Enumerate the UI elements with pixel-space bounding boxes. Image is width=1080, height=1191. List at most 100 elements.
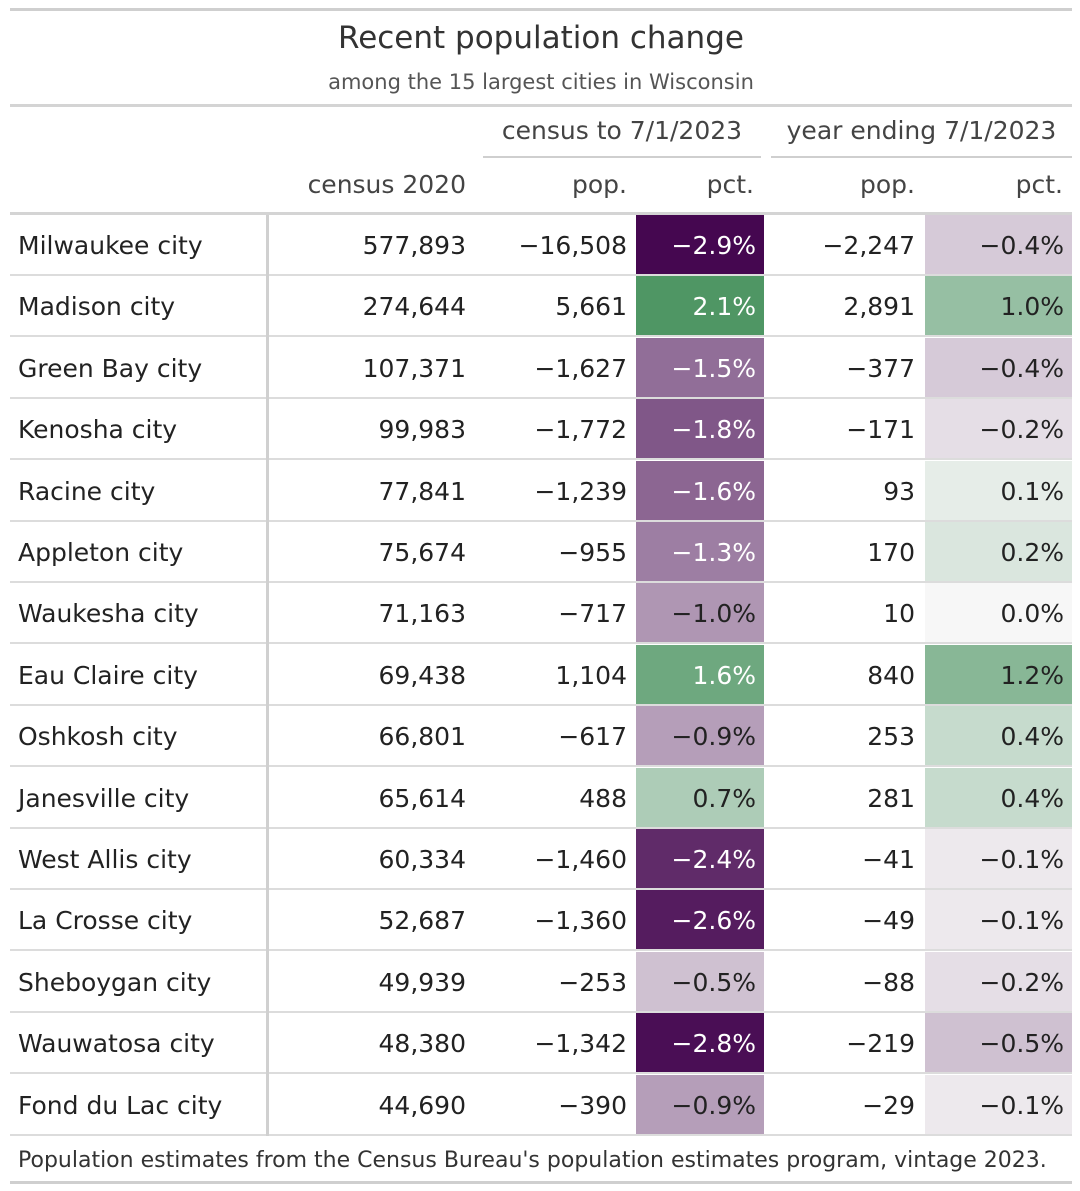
pop-change-year: −29 (862, 1090, 915, 1120)
city-name: Kenosha city (18, 415, 178, 445)
colhead-census-2020: census 2020 (307, 170, 466, 199)
pop-change-year: 2,891 (843, 292, 915, 322)
pct-change-year-fill (925, 522, 1072, 583)
pct-change-year: 0.4% (1000, 722, 1064, 752)
pct-change-year: 0.2% (1000, 538, 1064, 567)
pop-change-since-census: 1,104 (555, 660, 627, 690)
row-separator (10, 335, 1072, 338)
table-subtitle: among the 15 largest cities in Wisconsin (328, 70, 754, 94)
header-bottom-rule (10, 212, 1072, 215)
row-separator (10, 274, 1072, 276)
pct-change-year-fill (925, 767, 1072, 829)
table-row: La Crosse city 52,687 −1,360 −2.6% −49 −0.1% (10, 890, 1072, 952)
census-2020-value: 49,939 (378, 967, 466, 997)
city-name: Eau Claire city (18, 660, 198, 690)
pct-change-since-census-fill (636, 644, 764, 706)
pop-change-year: 840 (867, 660, 915, 690)
pct-change-year: −0.1% (979, 1090, 1064, 1120)
pct-change-since-census: −2.4% (671, 845, 756, 874)
pop-change-since-census: −390 (558, 1090, 627, 1120)
row-separator (10, 765, 1072, 768)
census-2020-value: 52,687 (378, 906, 466, 936)
pct-change-since-census: −2.8% (671, 1029, 756, 1059)
pct-change-year-fill (925, 890, 1072, 952)
bottom-rule (10, 1181, 1072, 1184)
pop-change-since-census: 488 (579, 783, 627, 813)
city-name: Green Bay city (18, 353, 203, 383)
pct-change-year-fill (925, 706, 1072, 768)
pct-change-since-census-fill (636, 1013, 764, 1075)
pct-change-since-census-fill (636, 829, 764, 890)
pop-change-year: 10 (883, 599, 915, 629)
pop-change-since-census: −1,460 (534, 845, 627, 874)
pct-change-since-census-fill (636, 460, 764, 522)
pct-change-since-census: −1.0% (671, 599, 756, 629)
table-row: Milwaukee city 577,893 −16,508 −2.9% −2,247 −… (10, 215, 1072, 276)
row-separator (10, 949, 1072, 952)
pct-change-since-census: 2.1% (692, 292, 756, 322)
census-2020-value: 60,334 (378, 845, 466, 874)
pct-change-year-fill (925, 399, 1072, 461)
pop-change-year: −88 (862, 967, 915, 997)
pop-change-year: 253 (867, 722, 915, 752)
spanner-year-ending-2023: year ending 7/1/2023 (786, 116, 1057, 145)
pct-change-year-fill (925, 644, 1072, 706)
row-separator (10, 826, 1072, 829)
census-2020-value: 44,690 (378, 1090, 466, 1120)
pct-change-since-census: 0.7% (692, 783, 756, 813)
census-2020-value: 107,371 (362, 353, 466, 383)
pct-change-since-census-fill (636, 951, 764, 1013)
row-separator (10, 703, 1072, 706)
row-separator (10, 396, 1072, 399)
city-name: Appleton city (18, 538, 184, 567)
pct-change-year-fill (925, 276, 1072, 338)
city-name: Racine city (18, 476, 156, 506)
pct-change-since-census: −0.9% (671, 1090, 756, 1120)
table-row: Fond du Lac city 44,690 −390 −0.9% −29 −0.1% (10, 1074, 1072, 1136)
table-row: Madison city 274,644 5,661 2.1% 2,891 1.0% (10, 276, 1072, 338)
pct-change-year-fill (925, 583, 1072, 645)
table-row: Green Bay city 107,371 −1,627 −1.5% −377 −0.4… (10, 337, 1072, 399)
pct-change-since-census: −1.8% (671, 415, 756, 445)
colhead-pct-since: pct. (706, 170, 754, 199)
colhead-pop-since: pop. (572, 170, 627, 199)
table-row: Waukesha city 71,163 −717 −1.0% 10 0.0% (10, 583, 1072, 645)
pop-change-year: 281 (867, 783, 915, 813)
pct-change-since-census: −1.6% (671, 476, 756, 506)
pct-change-year: −0.1% (979, 906, 1064, 936)
spanner-rule-year (771, 156, 1072, 158)
city-name: Sheboygan city (18, 967, 212, 997)
pop-change-since-census: −1,627 (534, 353, 627, 383)
pct-change-year-fill (925, 215, 1072, 276)
census-2020-value: 65,614 (378, 783, 466, 813)
city-name: Fond du Lac city (18, 1090, 223, 1120)
census-2020-value: 66,801 (378, 722, 466, 752)
spanner-census-to-2023: census to 7/1/2023 (501, 116, 743, 145)
city-name: Milwaukee city (18, 231, 203, 260)
pct-change-since-census-fill (636, 890, 764, 952)
city-name: Madison city (18, 292, 176, 322)
pop-change-since-census: −717 (558, 599, 627, 629)
pct-change-since-census-fill (636, 767, 764, 829)
pct-change-year: −0.4% (979, 353, 1064, 383)
pct-change-since-census: −2.9% (671, 231, 756, 260)
pct-change-year-fill (925, 337, 1072, 399)
pct-change-year: −0.1% (979, 845, 1064, 874)
pop-change-year: 93 (883, 476, 915, 506)
table-row: Kenosha city 99,983 −1,772 −1.8% −171 −0.2% (10, 399, 1072, 461)
city-name: Wauwatosa city (18, 1029, 215, 1059)
pct-change-since-census: −0.9% (671, 722, 756, 752)
pct-change-since-census: −0.5% (671, 967, 756, 997)
pop-change-since-census: −253 (558, 967, 627, 997)
census-2020-value: 69,438 (378, 660, 466, 690)
pct-change-year-fill (925, 951, 1072, 1013)
pct-change-year: −0.5% (979, 1029, 1064, 1059)
pct-change-year-fill (925, 460, 1072, 522)
pct-change-since-census-fill (636, 399, 764, 461)
city-name: Waukesha city (18, 599, 199, 629)
row-separator (10, 642, 1072, 645)
pct-change-year: −0.2% (979, 415, 1064, 445)
row-separator (10, 1072, 1072, 1075)
stub-rule (266, 215, 269, 1136)
census-2020-value: 274,644 (362, 292, 466, 322)
